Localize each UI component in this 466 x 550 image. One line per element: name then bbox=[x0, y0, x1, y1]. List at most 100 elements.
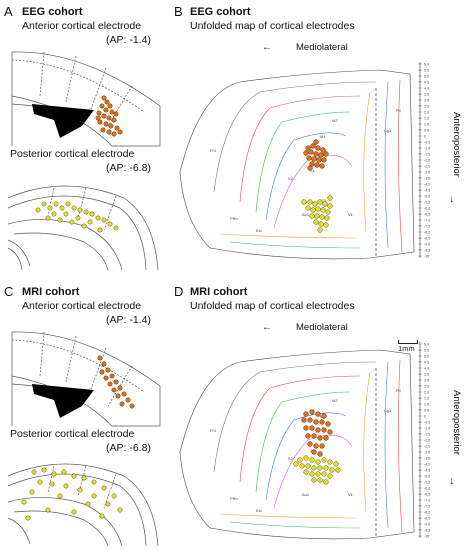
ap-tick-label: 5.5 bbox=[424, 348, 429, 352]
ap-tick-label: 3.0 bbox=[424, 98, 429, 102]
panel-a-anterior-section bbox=[11, 51, 161, 147]
ap-tick-label: -5.5 bbox=[424, 480, 430, 484]
panel-d-letter: D bbox=[174, 284, 184, 299]
ap-tick-label: 6.0 bbox=[424, 62, 429, 66]
svg-text:PRh: PRh bbox=[230, 496, 238, 501]
ap-tick-label: 1.0 bbox=[424, 122, 429, 126]
ap-tick-label: -6.0 bbox=[424, 486, 430, 490]
ap-tick-label: 5.5 bbox=[424, 68, 429, 72]
svg-text:V1: V1 bbox=[348, 212, 354, 217]
svg-text:Fr3: Fr3 bbox=[210, 428, 217, 433]
panel-c-anterior-label: Anterior cortical electrode bbox=[22, 300, 142, 312]
ap-tick-label: -4.0 bbox=[424, 462, 430, 466]
panel-b-subtitle: Unfolded map of cortical electrodes bbox=[190, 20, 355, 32]
ap-tick-label: -5.0 bbox=[424, 194, 430, 198]
ap-tick-label: -8.0 bbox=[424, 510, 430, 514]
panel-a-anterior-dots bbox=[95, 95, 123, 137]
ap-tick-label: -1.0 bbox=[424, 146, 430, 150]
ap-tick-label: -9.5 bbox=[424, 248, 430, 252]
panel-b-mediolateral: Mediolateral bbox=[296, 42, 348, 53]
svg-text:V1: V1 bbox=[348, 492, 354, 497]
ap-tick-label: -8.5 bbox=[424, 516, 430, 520]
ap-tick-label: 4.5 bbox=[424, 80, 429, 84]
panel-d-anteroposterior: Anteroposterior bbox=[451, 390, 462, 455]
ap-tick-label: 4.0 bbox=[424, 366, 429, 370]
ap-tick-label: -2.5 bbox=[424, 444, 430, 448]
ap-tick-label: -8.5 bbox=[424, 236, 430, 240]
svg-text:M2: M2 bbox=[332, 118, 338, 123]
ap-tick-label: -9.0 bbox=[424, 242, 430, 246]
ap-tick-label: -1.5 bbox=[424, 432, 430, 436]
ap-tick-label: -6.0 bbox=[424, 206, 430, 210]
ap-tick-label: -7.0 bbox=[424, 498, 430, 502]
panel-c-posterior-dots bbox=[21, 467, 123, 521]
panel-d-subtitle: Unfolded map of cortical electrodes bbox=[190, 300, 355, 312]
panel-d-scale-label: 1mm bbox=[398, 344, 415, 353]
ap-tick-label: -2.0 bbox=[424, 438, 430, 442]
svg-text:Prl: Prl bbox=[396, 388, 401, 393]
ap-tick-label: -0.5 bbox=[424, 140, 430, 144]
svg-text:Ect: Ect bbox=[256, 508, 263, 513]
panel-b-anterior-dots bbox=[303, 139, 329, 171]
ap-tick-label: -5.5 bbox=[424, 200, 430, 204]
svg-text:Au1: Au1 bbox=[302, 492, 310, 497]
ap-tick-label: 1.5 bbox=[424, 396, 429, 400]
ap-tick-label: 0.5 bbox=[424, 408, 429, 412]
panel-d-posterior-dots bbox=[293, 455, 341, 485]
ap-tick-label: 6.0 bbox=[424, 342, 429, 346]
svg-text:S2: S2 bbox=[288, 456, 294, 461]
ap-tick-label: -2.5 bbox=[424, 164, 430, 168]
ap-tick-label: 1.5 bbox=[424, 116, 429, 120]
svg-text:PRh: PRh bbox=[230, 216, 238, 221]
ap-tick-label: -9.0 bbox=[424, 522, 430, 526]
panel-c-posterior-ap: (AP: -6.8) bbox=[106, 442, 151, 454]
panel-c-letter: C bbox=[4, 284, 14, 299]
ap-tick-label: -2.0 bbox=[424, 158, 430, 162]
svg-text:Fr3: Fr3 bbox=[210, 148, 217, 153]
panel-a-posterior-section bbox=[7, 185, 159, 271]
ap-tick-label: -1.0 bbox=[424, 426, 430, 430]
ap-tick-label: 5.0 bbox=[424, 74, 429, 78]
ap-tick-label: -4.5 bbox=[424, 188, 430, 192]
ap-tick-label: -9.5 bbox=[424, 528, 430, 532]
ap-tick-label: -4.5 bbox=[424, 468, 430, 472]
ap-tick-label: 1.0 bbox=[424, 402, 429, 406]
ap-tick-label: -3.0 bbox=[424, 450, 430, 454]
ap-tick-label: -10 bbox=[424, 534, 429, 538]
ap-tick-label: -3.5 bbox=[424, 176, 430, 180]
ap-tick-label: 0 bbox=[424, 414, 426, 418]
panel-b-letter: B bbox=[174, 4, 183, 19]
panel-a-posterior-ap: (AP: -6.8) bbox=[106, 162, 151, 174]
ap-tick-label: 5.0 bbox=[424, 354, 429, 358]
ap-tick-label: -7.0 bbox=[424, 218, 430, 222]
panel-c-anterior-dots bbox=[97, 355, 135, 409]
panel-b-unfolded-map: Fr3 Prl Cg1 M2 M1 S1 S2 Ect PRh V2L V1 Au1 6.0 5.… bbox=[179, 62, 430, 260]
panel-b-ml-arrow: ← bbox=[262, 42, 272, 53]
ap-tick-label: 4.0 bbox=[424, 86, 429, 90]
ap-tick-label: -6.5 bbox=[424, 212, 430, 216]
panel-a-letter: A bbox=[4, 4, 13, 19]
panel-d-ml-arrow: ← bbox=[262, 322, 272, 333]
panel-b-ap-ticks: 6.0 5.5 5.0 4.5 4.0 3.5 3.0 2.5 2.0 1.5 1.0 0.5 0 -0.… bbox=[418, 62, 430, 258]
panel-c-anterior-ap: (AP: -1.4) bbox=[106, 314, 151, 326]
panel-d-ap-arrow: ↓ bbox=[449, 476, 454, 487]
panel-a-anterior-ap: (AP: -1.4) bbox=[106, 34, 151, 46]
ap-tick-label: -1.5 bbox=[424, 152, 430, 156]
panel-c-anterior-section bbox=[11, 331, 161, 427]
ap-tick-label: 3.0 bbox=[424, 378, 429, 382]
svg-text:Cg1: Cg1 bbox=[384, 128, 392, 133]
ap-tick-label: -5.0 bbox=[424, 474, 430, 478]
panel-a-posterior-dots bbox=[35, 201, 119, 233]
panel-a-posterior-label: Posterior cortical electrode bbox=[10, 148, 135, 160]
ap-tick-label: 4.5 bbox=[424, 360, 429, 364]
ap-tick-label: -6.5 bbox=[424, 492, 430, 496]
ap-tick-label: 2.0 bbox=[424, 110, 429, 114]
ap-tick-label: 2.5 bbox=[424, 384, 429, 388]
ap-tick-label: -0.5 bbox=[424, 420, 430, 424]
svg-text:Ect: Ect bbox=[256, 228, 263, 233]
panel-b-anteroposterior: Anteroposterior bbox=[451, 112, 462, 177]
panel-b-posterior-dots bbox=[301, 195, 333, 233]
ap-tick-label: -4.0 bbox=[424, 182, 430, 186]
